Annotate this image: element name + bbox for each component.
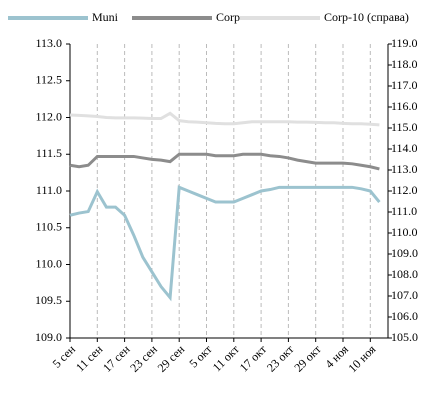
x-tick-label: 29 сен [155,342,188,375]
y-tick-label: 109.5 [35,293,62,307]
y2-tick-label: 113.0 [391,162,418,176]
x-tick-label: 11 сен [73,342,106,375]
y-tick-label: 112.0 [35,109,62,123]
y2-tick-label: 116.0 [391,99,418,113]
x-tick-label: 23 сен [127,342,160,375]
y2-tick-label: 105.0 [391,330,418,344]
series-line [69,152,380,171]
y-tick-label: 113.0 [35,36,62,50]
y2-tick-label: 110.0 [391,225,418,239]
y-tick-label: 110.0 [35,256,62,270]
legend-label: Corp-10 (справа) [324,10,409,24]
y2-tick-label: 119.0 [391,36,418,50]
y-tick-label: 112.5 [35,73,62,87]
y2-tick-label: 112.0 [391,183,418,197]
y2-tick-label: 111.0 [391,204,417,218]
y-tick-label: 111.0 [36,183,62,197]
y-tick-label: 109.0 [35,330,62,344]
series-line [69,111,380,127]
y2-tick-label: 118.0 [391,57,418,71]
x-tick-label: 17 окт [237,342,270,375]
x-tick-label: 17 сен [100,342,133,375]
x-tick-label: 29 окт [291,342,324,375]
series-line [69,185,381,302]
legend-label: Corp [216,10,240,24]
y2-tick-label: 106.0 [391,309,418,323]
y2-tick-label: 117.0 [391,78,418,92]
legend-label: Muni [92,10,119,24]
y2-tick-label: 115.0 [391,120,418,134]
x-tick-label: 23 окт [264,342,297,375]
x-tick-label: 10 ноя [345,342,378,375]
x-tick-label: 11 окт [210,342,243,375]
y2-tick-label: 114.0 [391,141,418,155]
y2-tick-label: 109.0 [391,246,418,260]
y2-tick-label: 107.0 [391,288,418,302]
y-tick-label: 110.5 [35,220,62,234]
y2-tick-label: 108.0 [391,267,418,281]
y-tick-label: 111.5 [36,146,62,160]
